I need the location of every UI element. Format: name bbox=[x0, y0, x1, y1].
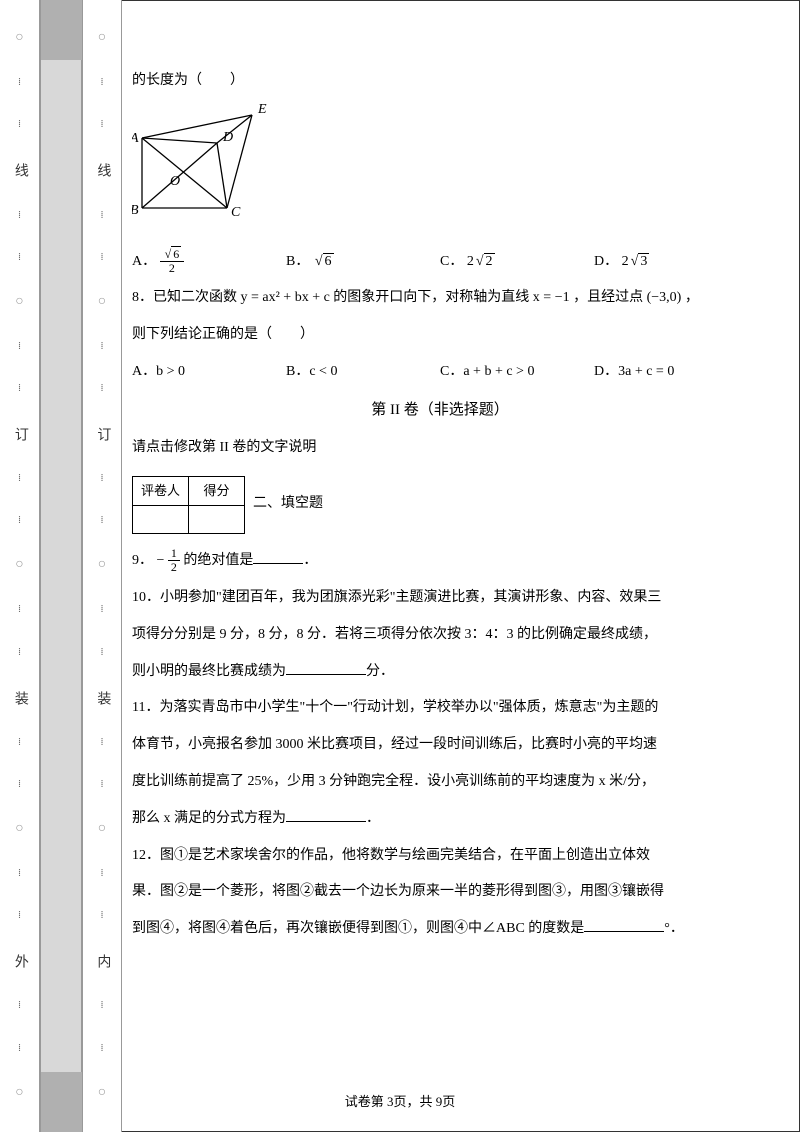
q10-l1: 10．小明参加"建团百年，我为团旗添光彩"主题演进比赛，其演讲形象、内容、效果三 bbox=[132, 583, 748, 614]
content-area: 的长度为（ ） A B C D E O A． 62 B． 6 C． 22 D． 23 8．… bbox=[132, 60, 772, 951]
gutter-buffer: 考号： 班级： 姓名： 学校： bbox=[40, 0, 82, 1132]
q11-l2: 体育节，小亮报名参加 3000 米比赛项目，经过一段时间训练后，比赛时小亮的平均… bbox=[132, 730, 748, 761]
q8-opt-c: C．a + b + c > 0 bbox=[440, 357, 594, 388]
q11-l1: 11．为落实青岛市中小学生"十个一"行动计划，学校举办以"强体质，炼意志"为主题… bbox=[132, 693, 748, 724]
q7-opt-b: B． 6 bbox=[286, 247, 440, 278]
part2-title: 第 II 卷（非选择题） bbox=[132, 394, 748, 427]
q7-diagram: A B C D E O bbox=[132, 103, 748, 241]
q7-opt-d: D． 23 bbox=[594, 247, 748, 278]
q8-opt-d: D．3a + c = 0 bbox=[594, 357, 748, 388]
svg-text:E: E bbox=[257, 103, 267, 117]
q8-opt-b: B．c < 0 bbox=[286, 357, 440, 388]
gutter-inner: ○ ⁞⁞ 线 ⁞⁞ ○ ⁞⁞ 订 ⁞⁞ ○ ⁞⁞ 装 ⁞⁞ ○ ⁞⁞ 内 ⁞⁞ … bbox=[82, 0, 122, 1132]
q7-options: A． 62 B． 6 C． 22 D． 23 bbox=[132, 247, 748, 278]
score-h2: 得分 bbox=[189, 476, 245, 506]
score-h1: 评卷人 bbox=[133, 476, 189, 506]
q7-opt-a: A． 62 bbox=[132, 247, 286, 278]
score-cell1 bbox=[133, 506, 189, 534]
page-footer: 试卷第 3页，共 9页 bbox=[0, 1091, 800, 1110]
svg-text:A: A bbox=[132, 131, 139, 146]
score-cell2 bbox=[189, 506, 245, 534]
svg-text:O: O bbox=[170, 174, 180, 189]
section2-title: 二、填空题 bbox=[253, 489, 323, 520]
q8-options: A．b > 0 B．c < 0 C．a + b + c > 0 D．3a + c… bbox=[132, 357, 748, 388]
q8-stem-l2: 则下列结论正确的是（ ） bbox=[132, 320, 748, 351]
q9: 9． − 12 的绝对值是． bbox=[132, 546, 748, 577]
q10-l2: 项得分分别是 9 分，8 分，8 分．若将三项得分依次按 3：4：3 的比例确定… bbox=[132, 620, 748, 651]
gutter-inner-dots: ○ ⁞⁞ 线 ⁞⁞ ○ ⁞⁞ 订 ⁞⁞ ○ ⁞⁞ 装 ⁞⁞ ○ ⁞⁞ 内 ⁞⁞ … bbox=[94, 0, 111, 1132]
part2-instruction: 请点击修改第 II 卷的文字说明 bbox=[132, 433, 748, 464]
gutter-outer: ○ ⁞⁞ 线 ⁞⁞ ○ ⁞⁞ 订 ⁞⁞ ○ ⁞⁞ 装 ⁞⁞ ○ ⁞⁞ 外 ⁞⁞ … bbox=[0, 0, 40, 1132]
q8-stem-l1: 8．已知二次函数 y = ax² + bx + c 的图象开口向下，对称轴为直线… bbox=[132, 283, 748, 314]
q11-l4: 那么 x 满足的分式方程为． bbox=[132, 804, 748, 835]
q12-l3: 到图④，将图④着色后，再次镶嵌便得到图①，则图④中∠ABC 的度数是°． bbox=[132, 914, 748, 945]
section2-header: 评卷人得分 二、填空题 bbox=[132, 470, 748, 541]
svg-text:C: C bbox=[231, 205, 241, 220]
q8-opt-a: A．b > 0 bbox=[132, 357, 286, 388]
q10-l3: 则小明的最终比赛成绩为分． bbox=[132, 657, 748, 688]
q7-stem-tail: 的长度为（ ） bbox=[132, 66, 748, 97]
q11-l3: 度比训练前提高了 25%，少用 3 分钟跑完全程．设小亮训练前的平均速度为 x … bbox=[132, 767, 748, 798]
gutter-outer-dots: ○ ⁞⁞ 线 ⁞⁞ ○ ⁞⁞ 订 ⁞⁞ ○ ⁞⁞ 装 ⁞⁞ ○ ⁞⁞ 外 ⁞⁞ … bbox=[11, 0, 28, 1132]
svg-text:D: D bbox=[222, 130, 233, 145]
q7-opt-c: C． 22 bbox=[440, 247, 594, 278]
q12-l1: 12．图①是艺术家埃舍尔的作品，他将数学与绘画完美结合，在平面上创造出立体效 bbox=[132, 841, 748, 872]
svg-text:B: B bbox=[132, 203, 139, 218]
q12-l2: 果．图②是一个菱形，将图②截去一个边长为原来一半的菱形得到图③，用图③镶嵌得 bbox=[132, 877, 748, 908]
score-table: 评卷人得分 bbox=[132, 476, 245, 535]
